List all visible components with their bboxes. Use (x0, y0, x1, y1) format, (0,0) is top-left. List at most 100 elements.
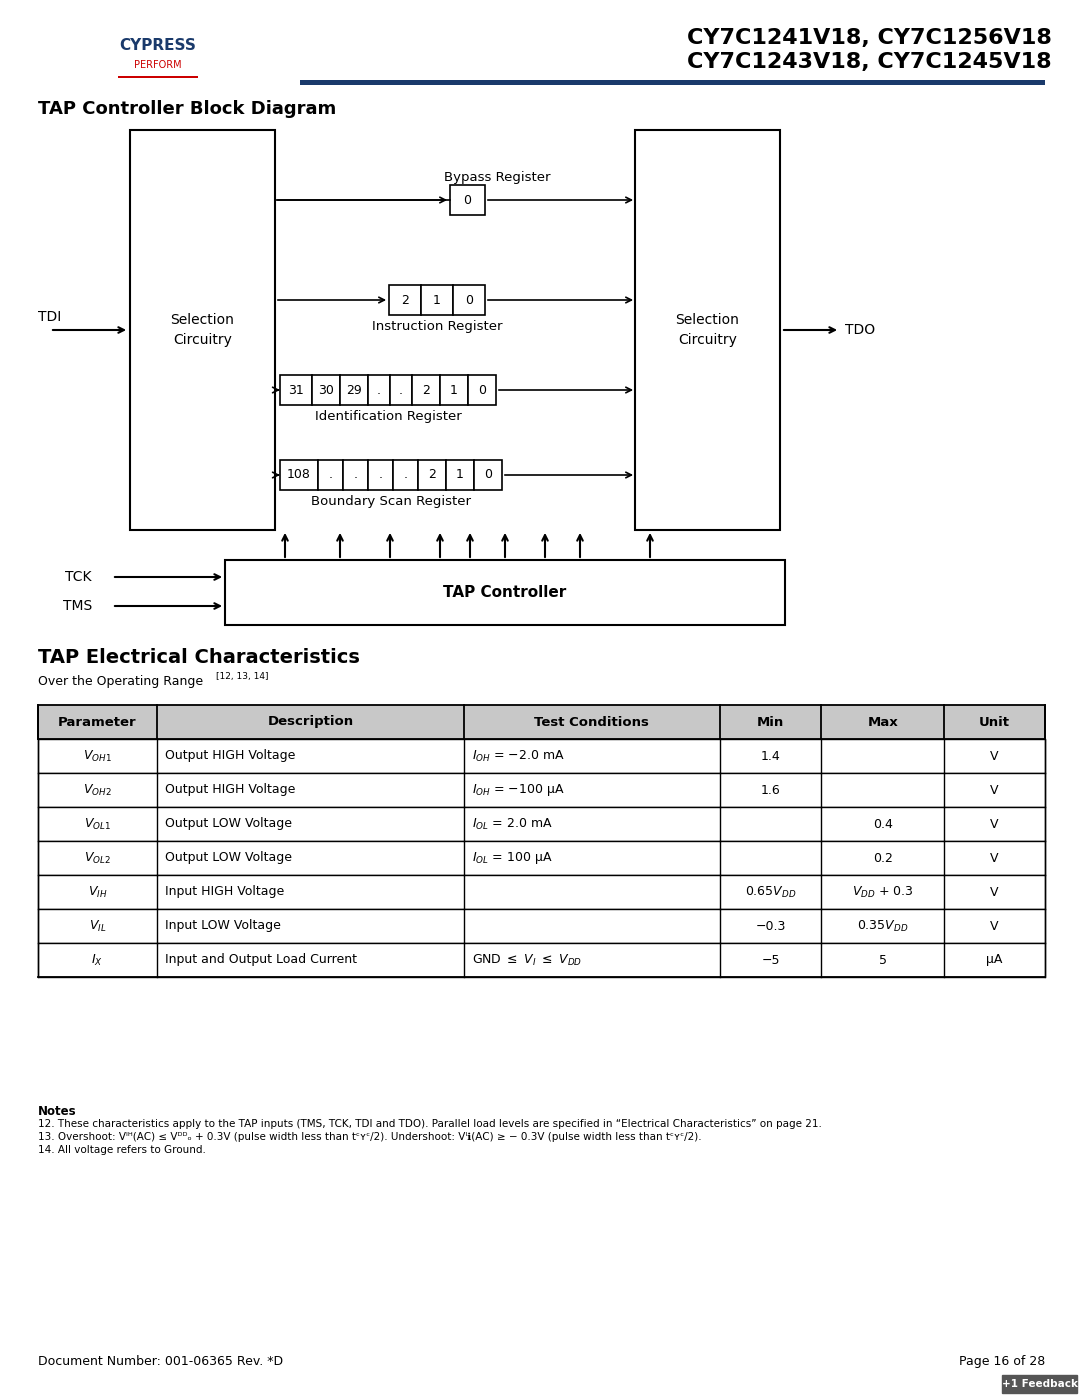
Text: 1.6: 1.6 (760, 784, 781, 796)
Text: TDO: TDO (845, 323, 875, 337)
FancyBboxPatch shape (474, 460, 502, 490)
Text: 2: 2 (401, 293, 409, 306)
Text: 108: 108 (287, 468, 311, 482)
Text: $I_{X}$: $I_{X}$ (92, 953, 104, 968)
Text: V: V (990, 784, 999, 796)
Text: $V_{IL}$: $V_{IL}$ (89, 918, 106, 933)
Text: Input LOW Voltage: Input LOW Voltage (165, 919, 281, 933)
Text: 2: 2 (428, 468, 436, 482)
Text: $V_{OH2}$: $V_{OH2}$ (83, 782, 111, 798)
Text: $I_{OL}$ = 2.0 mA: $I_{OL}$ = 2.0 mA (472, 816, 553, 831)
Text: 13. Overshoot: Vᴵᴴ(AC) ≤ Vᴰᴰₒ + 0.3V (pulse width less than tᶜʏᶜ/2). Undershoot:: 13. Overshoot: Vᴵᴴ(AC) ≤ Vᴰᴰₒ + 0.3V (pu… (38, 1132, 702, 1141)
Text: CY7C1241V18, CY7C1256V18: CY7C1241V18, CY7C1256V18 (687, 28, 1052, 47)
Text: 1: 1 (450, 384, 458, 397)
Text: Over the Operating Range: Over the Operating Range (38, 675, 203, 687)
FancyBboxPatch shape (418, 460, 446, 490)
Text: 0.4: 0.4 (873, 817, 893, 830)
Text: TCK: TCK (65, 570, 91, 584)
Text: .: . (328, 468, 333, 482)
Text: Circuitry: Circuitry (173, 332, 232, 346)
Text: Output HIGH Voltage: Output HIGH Voltage (165, 750, 295, 763)
FancyBboxPatch shape (453, 285, 485, 314)
Text: $0.35V_{DD}$: $0.35V_{DD}$ (858, 918, 908, 933)
Text: Identification Register: Identification Register (314, 409, 461, 423)
Bar (38, 943, 1045, 977)
Text: +1 Feedback: +1 Feedback (1001, 1379, 1078, 1389)
Text: 0: 0 (463, 194, 472, 207)
FancyBboxPatch shape (421, 285, 453, 314)
Text: 0: 0 (484, 468, 492, 482)
Bar (118, 75, 198, 78)
Text: .: . (404, 468, 407, 482)
Bar (38, 909, 1045, 943)
Text: 29: 29 (346, 384, 362, 397)
Bar (38, 841, 1045, 875)
Text: Input HIGH Voltage: Input HIGH Voltage (165, 886, 284, 898)
FancyBboxPatch shape (450, 184, 485, 215)
Text: Output LOW Voltage: Output LOW Voltage (165, 852, 292, 865)
Text: TAP Controller: TAP Controller (444, 585, 567, 599)
Text: [12, 13, 14]: [12, 13, 14] (216, 672, 269, 680)
Text: .: . (378, 468, 382, 482)
FancyBboxPatch shape (280, 460, 318, 490)
FancyBboxPatch shape (225, 560, 785, 624)
Text: .: . (399, 384, 403, 397)
Text: V: V (990, 852, 999, 865)
Text: TAP Controller Block Diagram: TAP Controller Block Diagram (38, 101, 336, 117)
Text: Boundary Scan Register: Boundary Scan Register (311, 495, 471, 509)
Bar (38, 773, 1045, 807)
FancyBboxPatch shape (468, 374, 496, 405)
Text: .: . (353, 468, 357, 482)
Text: TAP Electrical Characteristics: TAP Electrical Characteristics (38, 648, 360, 666)
Text: Bypass Register: Bypass Register (444, 172, 551, 184)
Text: V: V (990, 919, 999, 933)
Text: $I_{OH}$ = −2.0 mA: $I_{OH}$ = −2.0 mA (472, 749, 565, 764)
FancyBboxPatch shape (411, 374, 440, 405)
Text: Instruction Register: Instruction Register (372, 320, 502, 332)
Text: $V_{IH}$: $V_{IH}$ (87, 884, 107, 900)
FancyBboxPatch shape (389, 285, 421, 314)
Text: 0: 0 (465, 293, 473, 306)
Text: 5: 5 (879, 954, 887, 967)
Text: V: V (990, 817, 999, 830)
Text: 12. These characteristics apply to the TAP inputs (TMS, TCK, TDI and TDO). Paral: 12. These characteristics apply to the T… (38, 1119, 822, 1129)
Text: 30: 30 (319, 384, 334, 397)
Text: CY7C1243V18, CY7C1245V18: CY7C1243V18, CY7C1245V18 (687, 52, 1052, 73)
Bar (300, 80, 1045, 85)
FancyBboxPatch shape (635, 130, 780, 529)
Text: CYPRESS: CYPRESS (120, 38, 197, 53)
Text: Description: Description (268, 715, 353, 728)
Text: $V_{OH1}$: $V_{OH1}$ (83, 749, 112, 764)
Text: TMS: TMS (64, 599, 93, 613)
FancyBboxPatch shape (368, 460, 393, 490)
FancyBboxPatch shape (318, 460, 343, 490)
Text: Selection: Selection (676, 313, 740, 327)
Text: Min: Min (757, 715, 784, 728)
Bar (1002, 1375, 1077, 1393)
Text: 31: 31 (288, 384, 303, 397)
Text: $0.65V_{DD}$: $0.65V_{DD}$ (745, 884, 796, 900)
Text: −5: −5 (761, 954, 780, 967)
Text: 2: 2 (422, 384, 430, 397)
Text: $V_{OL2}$: $V_{OL2}$ (84, 851, 111, 866)
FancyBboxPatch shape (130, 130, 275, 529)
Text: Output HIGH Voltage: Output HIGH Voltage (165, 784, 295, 796)
Text: 1: 1 (456, 468, 464, 482)
Bar (38, 807, 1045, 841)
Text: μA: μA (986, 954, 1003, 967)
Bar (38, 739, 1045, 773)
FancyBboxPatch shape (390, 374, 411, 405)
Text: V: V (990, 750, 999, 763)
Text: PERFORM: PERFORM (134, 60, 181, 70)
Text: Notes: Notes (38, 1105, 77, 1118)
FancyBboxPatch shape (393, 460, 418, 490)
Text: 0: 0 (478, 384, 486, 397)
FancyBboxPatch shape (446, 460, 474, 490)
Text: Test Conditions: Test Conditions (535, 715, 649, 728)
Text: Parameter: Parameter (58, 715, 137, 728)
Text: GND $\leq$ $V_{I}$ $\leq$ $V_{DD}$: GND $\leq$ $V_{I}$ $\leq$ $V_{DD}$ (472, 953, 582, 968)
Text: $I_{OH}$ = −100 μA: $I_{OH}$ = −100 μA (472, 782, 565, 798)
FancyBboxPatch shape (280, 374, 312, 405)
FancyBboxPatch shape (440, 374, 468, 405)
Text: $V_{DD}$ + 0.3: $V_{DD}$ + 0.3 (852, 884, 914, 900)
